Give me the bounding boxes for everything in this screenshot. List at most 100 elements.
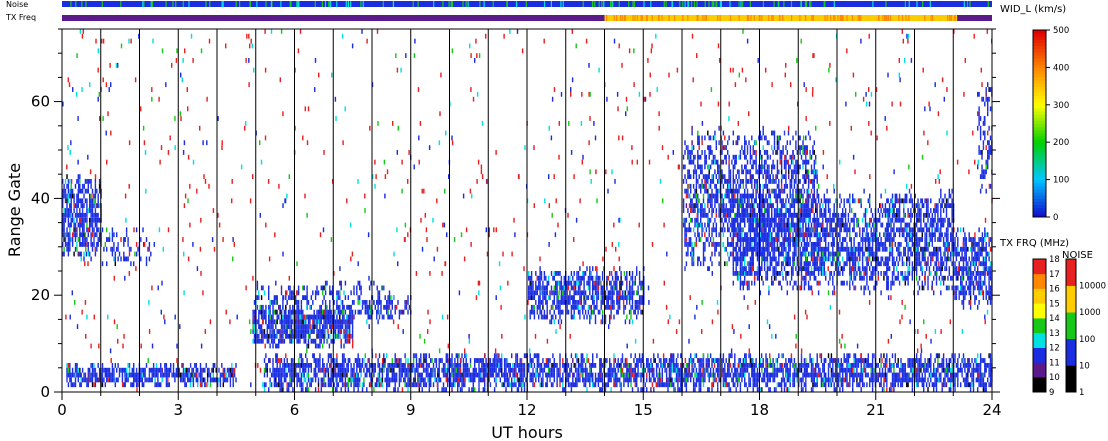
echo-cell bbox=[83, 251, 85, 257]
echo-cell bbox=[739, 358, 742, 363]
echo-cell bbox=[637, 300, 639, 305]
echo-cell bbox=[388, 382, 391, 388]
echo-cell bbox=[567, 300, 570, 305]
echo-cell bbox=[120, 237, 122, 242]
echo-cell bbox=[604, 382, 607, 388]
noise-bar-cell bbox=[922, 1, 924, 7]
echo-cell bbox=[728, 217, 730, 223]
echo-cell bbox=[780, 367, 783, 373]
echo-cell bbox=[886, 372, 888, 378]
echo-cell bbox=[67, 198, 70, 204]
echo-cell bbox=[393, 372, 395, 378]
echo-cell bbox=[670, 372, 672, 378]
echo-cell bbox=[204, 377, 206, 383]
echo-cell bbox=[709, 237, 712, 242]
echo-cell bbox=[341, 363, 344, 368]
echo-cell bbox=[675, 367, 678, 373]
echo-cell bbox=[501, 382, 503, 388]
echo-cell bbox=[232, 377, 234, 383]
echo-cell bbox=[378, 295, 381, 301]
echo-cell bbox=[708, 183, 710, 189]
echo-cell bbox=[299, 367, 301, 373]
echo-cell bbox=[332, 377, 334, 383]
echo-cell bbox=[633, 280, 635, 286]
echo-cell bbox=[705, 174, 708, 180]
echo-cell bbox=[563, 275, 566, 281]
echo-cell bbox=[896, 363, 898, 368]
echo-cell bbox=[609, 363, 611, 368]
echo-cell bbox=[623, 309, 625, 315]
echo-cell bbox=[391, 367, 394, 373]
echo-cell bbox=[735, 154, 737, 160]
echo-cell bbox=[76, 232, 78, 238]
echo-cell bbox=[157, 372, 159, 378]
echo-cell bbox=[309, 382, 311, 388]
echo-cell bbox=[262, 329, 264, 334]
echo-cell bbox=[344, 333, 347, 339]
echo-cell bbox=[94, 203, 97, 209]
echo-cell bbox=[295, 295, 297, 301]
echo-cell bbox=[640, 358, 642, 363]
echo-cell bbox=[547, 358, 550, 363]
echo-cell bbox=[111, 232, 114, 238]
echo-cell bbox=[782, 353, 784, 359]
echo-cell bbox=[341, 372, 344, 378]
echo-cell bbox=[297, 333, 300, 339]
echo-cell bbox=[695, 367, 698, 373]
echo-cell bbox=[320, 382, 323, 388]
echo-cell bbox=[795, 367, 797, 373]
echo-cell bbox=[512, 382, 514, 388]
echo-cell bbox=[692, 208, 695, 213]
echo-cell bbox=[454, 372, 456, 378]
echo-cell bbox=[769, 358, 772, 363]
echo-cell bbox=[543, 275, 546, 281]
echo-cell bbox=[539, 280, 541, 286]
echo-cell bbox=[326, 304, 328, 310]
txfreq-cell bbox=[857, 15, 859, 21]
echo-cell bbox=[904, 363, 907, 368]
echo-cell bbox=[276, 372, 278, 378]
echo-cell bbox=[557, 367, 560, 373]
echo-cell bbox=[888, 363, 891, 368]
echo-cell bbox=[708, 154, 710, 160]
echo-cell bbox=[337, 309, 340, 315]
echo-cell bbox=[702, 227, 705, 233]
echo-cell bbox=[877, 377, 880, 383]
echo-cell bbox=[91, 203, 94, 209]
echo-cell bbox=[268, 304, 270, 310]
echo-cell bbox=[158, 367, 161, 373]
echo-cell bbox=[77, 367, 80, 373]
echo-cell bbox=[914, 358, 916, 363]
echo-cell bbox=[280, 333, 283, 339]
echo-cell bbox=[745, 363, 747, 368]
echo-cell bbox=[314, 343, 317, 349]
echo-cell bbox=[607, 275, 610, 281]
echo-cell bbox=[653, 358, 655, 363]
echo-cell bbox=[620, 387, 622, 393]
echo-cell bbox=[377, 309, 379, 315]
echo-cell bbox=[302, 363, 304, 368]
echo-cell bbox=[283, 377, 286, 383]
echo-cell bbox=[317, 367, 320, 373]
echo-cell bbox=[349, 319, 351, 325]
echo-cell bbox=[322, 343, 324, 349]
echo-cell bbox=[692, 382, 695, 388]
echo-cell bbox=[866, 358, 868, 363]
echo-cell bbox=[431, 367, 433, 373]
noise-bar-cell bbox=[249, 1, 251, 7]
echo-cell bbox=[415, 363, 418, 368]
echo-cell bbox=[694, 154, 696, 160]
echo-cell bbox=[727, 179, 729, 184]
txfreq-cell bbox=[640, 15, 642, 21]
echo-cell bbox=[596, 266, 598, 272]
echo-cell bbox=[731, 208, 733, 213]
echo-cell bbox=[489, 367, 492, 373]
txfreq-cell bbox=[705, 15, 708, 21]
echo-cell bbox=[729, 179, 732, 184]
echo-cell bbox=[289, 382, 291, 388]
echo-cell bbox=[704, 174, 706, 180]
echo-cell bbox=[384, 377, 386, 383]
echo-cell bbox=[297, 300, 300, 305]
echo-cell bbox=[437, 367, 439, 373]
echo-cell bbox=[820, 382, 823, 388]
